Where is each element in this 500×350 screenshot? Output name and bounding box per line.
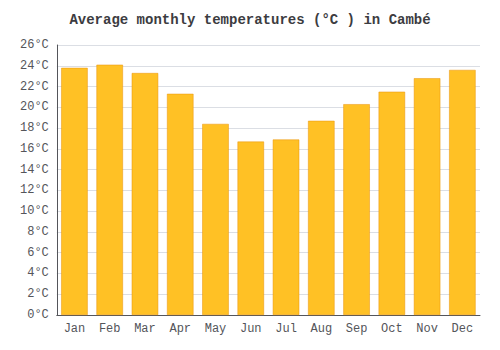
svg-text:14°C: 14°C [20, 163, 49, 177]
svg-text:Feb: Feb [99, 322, 121, 336]
svg-text:Aug: Aug [310, 322, 332, 336]
svg-text:26°C: 26°C [20, 38, 49, 52]
svg-text:Sep: Sep [346, 322, 368, 336]
svg-text:Oct: Oct [381, 322, 403, 336]
svg-text:10°C: 10°C [20, 204, 49, 218]
svg-text:24°C: 24°C [20, 59, 49, 73]
svg-text:22°C: 22°C [20, 80, 49, 94]
svg-text:Apr: Apr [169, 322, 191, 336]
svg-text:2°C: 2°C [27, 287, 49, 301]
svg-text:Average monthly temperatures (: Average monthly temperatures (°C ) in Ca… [69, 12, 430, 28]
svg-text:0°C: 0°C [27, 308, 49, 322]
svg-text:4°C: 4°C [27, 266, 49, 280]
svg-text:16°C: 16°C [20, 142, 49, 156]
svg-text:Nov: Nov [416, 322, 438, 336]
svg-text:18°C: 18°C [20, 121, 49, 135]
svg-text:12°C: 12°C [20, 183, 49, 197]
svg-text:6°C: 6°C [27, 246, 49, 260]
svg-text:Mar: Mar [134, 322, 156, 336]
svg-text:Jul: Jul [275, 322, 297, 336]
svg-text:8°C: 8°C [27, 225, 49, 239]
svg-text:20°C: 20°C [20, 100, 49, 114]
svg-text:May: May [205, 322, 227, 336]
svg-text:Jan: Jan [64, 322, 86, 336]
svg-text:Jun: Jun [240, 322, 262, 336]
svg-text:Dec: Dec [452, 322, 474, 336]
